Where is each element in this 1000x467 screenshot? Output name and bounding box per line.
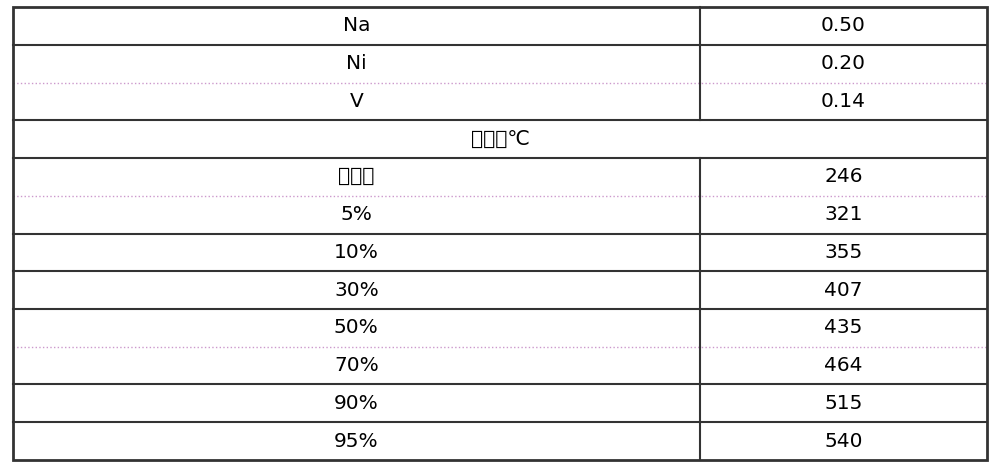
Text: 435: 435 [824,318,863,337]
Text: 464: 464 [824,356,863,375]
Text: 50%: 50% [334,318,379,337]
Text: 540: 540 [824,432,863,451]
Text: 初馏点: 初馏点 [338,167,375,186]
Text: 0.50: 0.50 [821,16,866,35]
Text: V: V [349,92,363,111]
Text: 0.20: 0.20 [821,54,866,73]
Text: 246: 246 [824,167,863,186]
Text: 5%: 5% [340,205,372,224]
Text: 515: 515 [824,394,863,413]
Text: 407: 407 [824,281,863,300]
Text: 70%: 70% [334,356,379,375]
Text: 321: 321 [824,205,863,224]
Text: 90%: 90% [334,394,379,413]
Text: 10%: 10% [334,243,379,262]
Text: 30%: 30% [334,281,379,300]
Text: 355: 355 [824,243,862,262]
Text: Na: Na [343,16,370,35]
Text: 95%: 95% [334,432,379,451]
Text: 馏程，℃: 馏程，℃ [471,130,530,149]
Text: 0.14: 0.14 [821,92,866,111]
Text: Ni: Ni [346,54,367,73]
